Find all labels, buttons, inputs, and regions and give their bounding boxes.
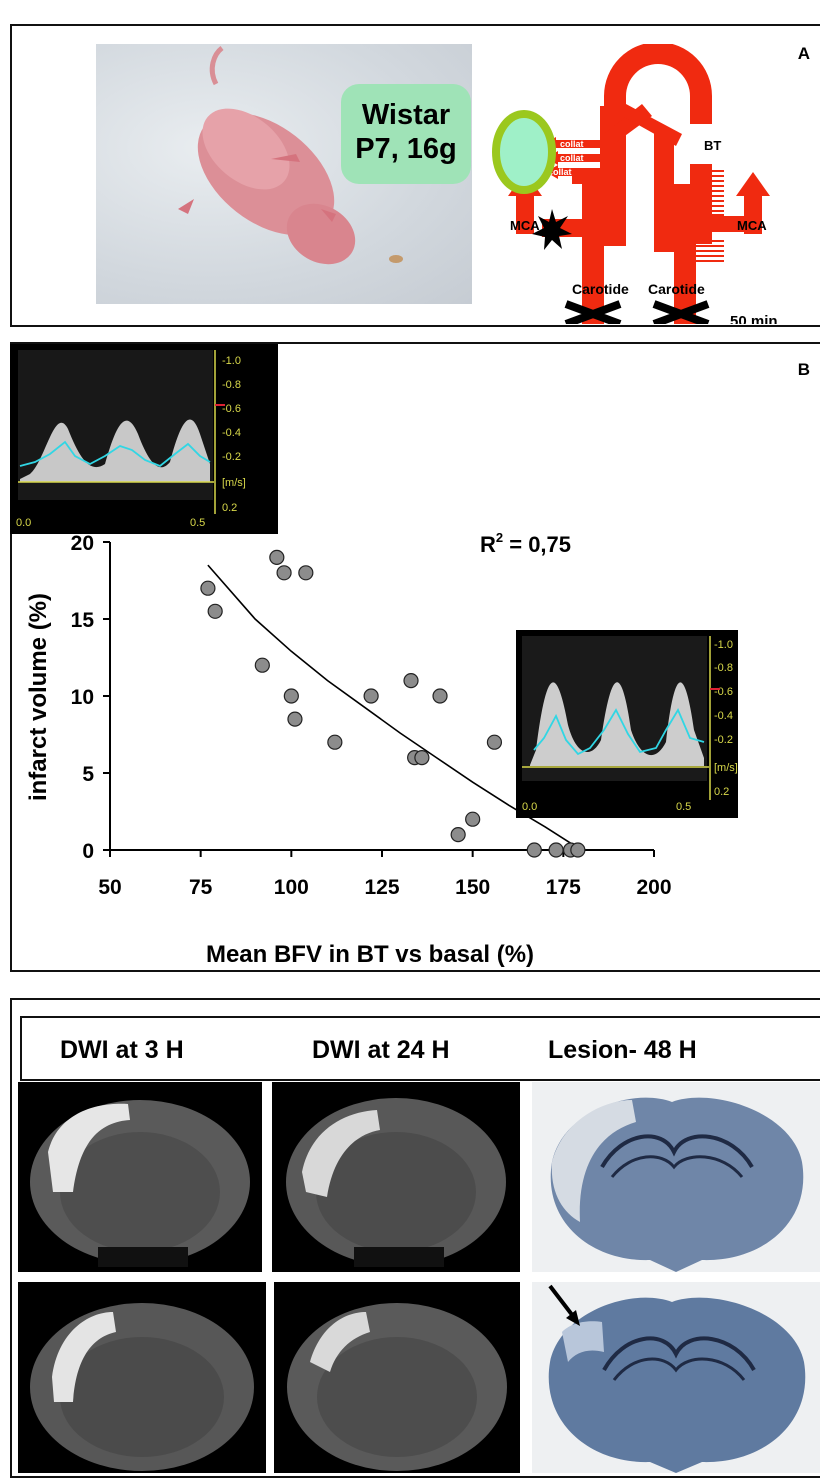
data-point bbox=[414, 750, 430, 766]
data-point bbox=[570, 842, 586, 858]
data-point bbox=[465, 811, 481, 827]
doppler1-time-2: 0.5 bbox=[190, 517, 205, 529]
doppler2-scale-1: -1.0 bbox=[714, 639, 733, 651]
y-tick-label: 20 bbox=[71, 532, 94, 555]
doppler1-scale-3: -0.6 bbox=[222, 403, 241, 415]
doppler2-scale-2: -0.8 bbox=[714, 662, 733, 674]
data-point bbox=[486, 734, 503, 750]
data-point bbox=[363, 688, 379, 704]
ligature-left bbox=[564, 300, 622, 324]
data-point bbox=[298, 565, 314, 581]
header-dwi-3h: DWI at 3 H bbox=[60, 1036, 184, 1064]
strain-label-line1: Wistar bbox=[361, 99, 451, 131]
ligature-right bbox=[652, 300, 710, 324]
doppler-inset-bottom: -1.0 -0.8 -0.6 -0.4 -0.2 [m/s] 0.2 0.0 0… bbox=[516, 630, 738, 818]
doppler1-scale-6: [m/s] bbox=[222, 477, 246, 489]
data-point bbox=[327, 734, 343, 750]
y-axis-label: infarct volume (%) bbox=[25, 593, 52, 801]
x-tick-label: 150 bbox=[455, 876, 490, 899]
doppler1-scale-5: -0.2 bbox=[222, 451, 241, 463]
rat-pup-drawing bbox=[178, 46, 403, 265]
doppler2-scale-6: [m/s] bbox=[714, 762, 738, 774]
strain-label-line2: P7, 16g bbox=[355, 133, 457, 165]
label-collat-2: collat bbox=[560, 153, 584, 163]
panel-letter-a: A bbox=[797, 44, 810, 63]
doppler1-scale-2: -0.8 bbox=[222, 379, 241, 391]
mri-dwi-3h-a bbox=[18, 1082, 262, 1272]
r2-label: R bbox=[480, 532, 496, 557]
header-lesion-48h: Lesion- 48 H bbox=[548, 1036, 697, 1064]
doppler2-scale-4: -0.4 bbox=[714, 710, 733, 722]
header-dwi-24h: DWI at 24 H bbox=[312, 1036, 450, 1064]
y-tick-label: 10 bbox=[71, 686, 94, 709]
y-tick-label: 0 bbox=[82, 840, 94, 863]
doppler-inset-top: -1.0 -0.8 -0.6 -0.4 -0.2 [m/s] 0.2 0.0 0… bbox=[10, 344, 278, 534]
doppler2-scale-7: 0.2 bbox=[714, 786, 729, 798]
vascular-diagram: BT collat collat collat MCA MCA Carotide… bbox=[492, 44, 778, 324]
mri-dwi-24h-b bbox=[274, 1282, 520, 1473]
doppler2-scale-3: -0.6 bbox=[714, 686, 733, 698]
scatter-chart: 50 75 100 125 150 175 200 0 5 10 15 20 Mean BFV in… bbox=[25, 530, 672, 968]
x-axis-label: Mean BFV in BT vs basal (%) bbox=[206, 941, 534, 968]
r2-annotation: R2 = 0,75 bbox=[480, 530, 571, 557]
data-point bbox=[200, 580, 216, 596]
doppler1-scale-1: -1.0 bbox=[222, 355, 241, 367]
data-point bbox=[526, 842, 542, 858]
x-tick-label: 175 bbox=[546, 876, 581, 899]
r2-value: = 0,75 bbox=[503, 532, 571, 557]
data-point bbox=[548, 842, 564, 858]
x-tick-label: 125 bbox=[364, 876, 399, 899]
label-carotide-right: Carotide bbox=[648, 281, 705, 297]
y-tick-label: 5 bbox=[82, 763, 94, 786]
y-tick-label: 15 bbox=[71, 609, 95, 632]
doppler2-scale-5: -0.2 bbox=[714, 734, 733, 746]
x-tick-label: 75 bbox=[189, 876, 213, 899]
r2-sup: 2 bbox=[496, 530, 503, 545]
strain-label-box: Wistar P7, 16g bbox=[341, 84, 471, 184]
data-point bbox=[450, 827, 466, 843]
label-mca-right: MCA bbox=[737, 218, 767, 233]
data-point bbox=[283, 688, 299, 704]
histology-lesion-48h-b bbox=[532, 1282, 820, 1473]
panel-c-header-row bbox=[20, 1016, 820, 1081]
doppler1-scale-4: -0.4 bbox=[222, 427, 241, 439]
data-point bbox=[432, 688, 448, 704]
mri-dwi-24h-a bbox=[272, 1082, 520, 1272]
x-tick-label: 100 bbox=[274, 876, 309, 899]
label-bt: BT bbox=[704, 138, 721, 153]
doppler2-time-1: 0.0 bbox=[522, 801, 537, 813]
label-mca-left: MCA bbox=[510, 218, 540, 233]
x-tick-label: 50 bbox=[98, 876, 121, 899]
data-point bbox=[269, 549, 285, 565]
histology-lesion-48h-a bbox=[532, 1082, 820, 1272]
rat-pup-photo: Wistar P7, 16g bbox=[96, 44, 472, 304]
data-point bbox=[254, 657, 270, 673]
mri-dwi-3h-b bbox=[18, 1282, 266, 1473]
data-point bbox=[207, 603, 223, 619]
panel-a: A Wistar P7, 16g bbox=[10, 24, 820, 327]
data-point bbox=[276, 565, 292, 581]
arrow-head-icon bbox=[566, 1310, 580, 1326]
label-collat-1: collat bbox=[560, 139, 584, 149]
doppler1-time-1: 0.0 bbox=[16, 517, 31, 529]
doppler2-time-2: 0.5 bbox=[676, 801, 691, 813]
label-collat-3: collat bbox=[548, 167, 572, 177]
label-carotide-left: Carotide bbox=[572, 281, 629, 297]
x-tick-label: 200 bbox=[636, 876, 671, 899]
data-point bbox=[403, 673, 419, 689]
panel-letter-b: B bbox=[797, 360, 810, 379]
label-duration: 50 min bbox=[730, 313, 778, 324]
data-point bbox=[287, 711, 303, 727]
doppler1-scale-7: 0.2 bbox=[222, 502, 237, 514]
